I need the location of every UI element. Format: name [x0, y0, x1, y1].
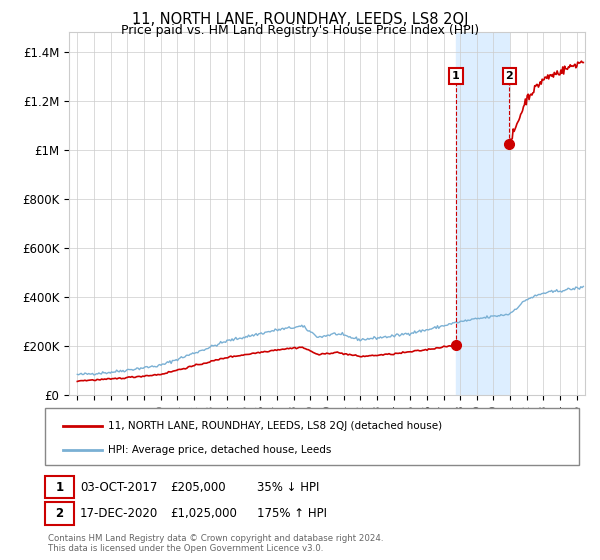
Text: £205,000: £205,000 — [170, 480, 226, 494]
Text: 2: 2 — [55, 507, 64, 520]
Text: 17-DEC-2020: 17-DEC-2020 — [80, 507, 158, 520]
Text: 1: 1 — [452, 71, 460, 81]
Text: 03-OCT-2017: 03-OCT-2017 — [80, 480, 157, 494]
Text: Price paid vs. HM Land Registry's House Price Index (HPI): Price paid vs. HM Land Registry's House … — [121, 24, 479, 36]
Text: Contains HM Land Registry data © Crown copyright and database right 2024.
This d: Contains HM Land Registry data © Crown c… — [48, 534, 383, 553]
Text: £1,025,000: £1,025,000 — [170, 507, 236, 520]
Text: HPI: Average price, detached house, Leeds: HPI: Average price, detached house, Leed… — [108, 445, 331, 455]
Text: 1: 1 — [55, 480, 64, 494]
Text: 2: 2 — [506, 71, 514, 81]
Text: 35% ↓ HPI: 35% ↓ HPI — [257, 480, 319, 494]
Text: 11, NORTH LANE, ROUNDHAY, LEEDS, LS8 2QJ (detached house): 11, NORTH LANE, ROUNDHAY, LEEDS, LS8 2QJ… — [108, 421, 442, 431]
Bar — [456, 32, 509, 395]
Text: 175% ↑ HPI: 175% ↑ HPI — [257, 507, 327, 520]
Text: 11, NORTH LANE, ROUNDHAY, LEEDS, LS8 2QJ: 11, NORTH LANE, ROUNDHAY, LEEDS, LS8 2QJ — [132, 12, 468, 27]
